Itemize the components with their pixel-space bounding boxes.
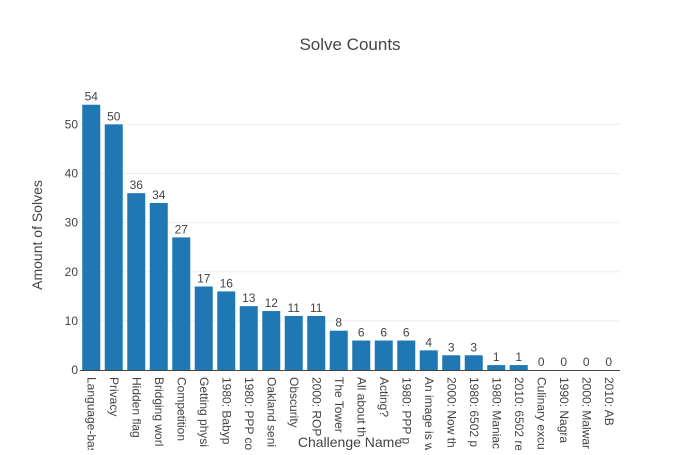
bar [284,315,303,370]
bar-value-label: 11 [288,301,301,315]
bar-value-label: 16 [220,276,234,290]
bar-value-label: 6 [403,326,410,340]
y-axis-label: Amount of Solves [29,180,45,290]
x-tick-label: Privacy [107,377,121,416]
bar-value-label: 36 [130,178,144,192]
x-tick-label: Culinary excu [534,377,548,450]
bar [487,365,506,370]
bar-value-label: 0 [538,355,545,369]
y-axis-ticks: 0 10 20 30 40 50 [65,117,79,377]
x-tick-label: 1980: Maniac [489,377,503,449]
bar-value-label: 27 [175,222,189,236]
gridlines [80,123,620,322]
bar [262,311,281,370]
bar-value-label: 0 [583,355,590,369]
bar-value-label: 8 [335,316,342,330]
bar-value-label: 1 [515,350,522,364]
bar-value-label: 0 [560,355,567,369]
bar [172,237,191,370]
bar [149,202,168,370]
bar-value-label: 3 [448,340,455,354]
bar [419,350,438,370]
x-tick-label: 2010: 6502 re [512,377,526,450]
x-tick-label: Obscurity [287,377,301,428]
bar [307,315,326,370]
x-tick-label: Hidden flag [129,377,143,438]
x-tick-label: An image is w [422,377,436,450]
bar-value-label: 34 [152,188,166,202]
x-tick-label: 2010: AB [602,377,616,426]
y-tick-label: 50 [65,117,79,131]
x-tick-label: Bridging worl [152,377,166,446]
bar-value-label: 3 [470,340,477,354]
y-tick-label: 0 [71,363,78,377]
x-tick-label: Getting physi [197,377,211,447]
bar [442,355,461,370]
bar-value-label: 6 [358,326,365,340]
x-tick-label: Acting? [377,377,391,417]
y-tick-label: 20 [65,265,79,279]
x-axis-ticks: Language-bas Privacy Hidden flag Bridging w… [84,377,616,454]
chart-title: Solve Counts [299,35,400,54]
bar [509,365,528,370]
x-tick-label: All about th [354,377,368,437]
bar-value-label: 11 [310,301,323,315]
bar [329,330,348,370]
bar [82,104,101,370]
bar-value-label: 17 [197,271,211,285]
bar-value-label: 1 [493,350,500,364]
x-tick-label: 2000: Malwar [579,377,593,449]
bar-value-label: 6 [380,326,387,340]
bar-value-label: 0 [605,355,612,369]
bar [464,355,483,370]
x-tick-label: 1980: PPP co [242,377,256,450]
bar-value-label: 4 [425,335,432,349]
bar [127,193,146,370]
y-tick-label: 30 [65,216,79,230]
x-tick-label: Language-bas [84,377,98,450]
bars [82,104,528,371]
x-tick-label: Oakland seni [264,377,278,447]
y-tick-label: 10 [65,314,79,328]
bar-value-label: 13 [242,291,256,305]
bar [374,340,393,370]
bar-value-label: 54 [85,90,99,104]
x-tick-label: 1990: Nagra [557,377,571,443]
bar [352,340,371,370]
bar [397,340,416,370]
x-axis-label: Challenge Name [298,434,402,450]
x-tick-label: 1980: 6502 p [467,377,481,447]
x-tick-label: The Tower [332,377,346,433]
bar-value-label: 12 [265,296,279,310]
bar [217,291,236,370]
y-tick-label: 40 [65,167,79,181]
bar [194,286,213,370]
bar [239,306,258,370]
x-tick-label: 1980: PPP p [399,377,413,444]
x-tick-label: 2000: ROP [309,377,323,436]
x-tick-label: 2000: Now th [444,377,458,448]
x-tick-label: Competition [174,377,188,441]
x-tick-label: 1980: Babyp [219,377,233,445]
bar [104,124,123,371]
bar-value-label: 50 [107,109,121,123]
